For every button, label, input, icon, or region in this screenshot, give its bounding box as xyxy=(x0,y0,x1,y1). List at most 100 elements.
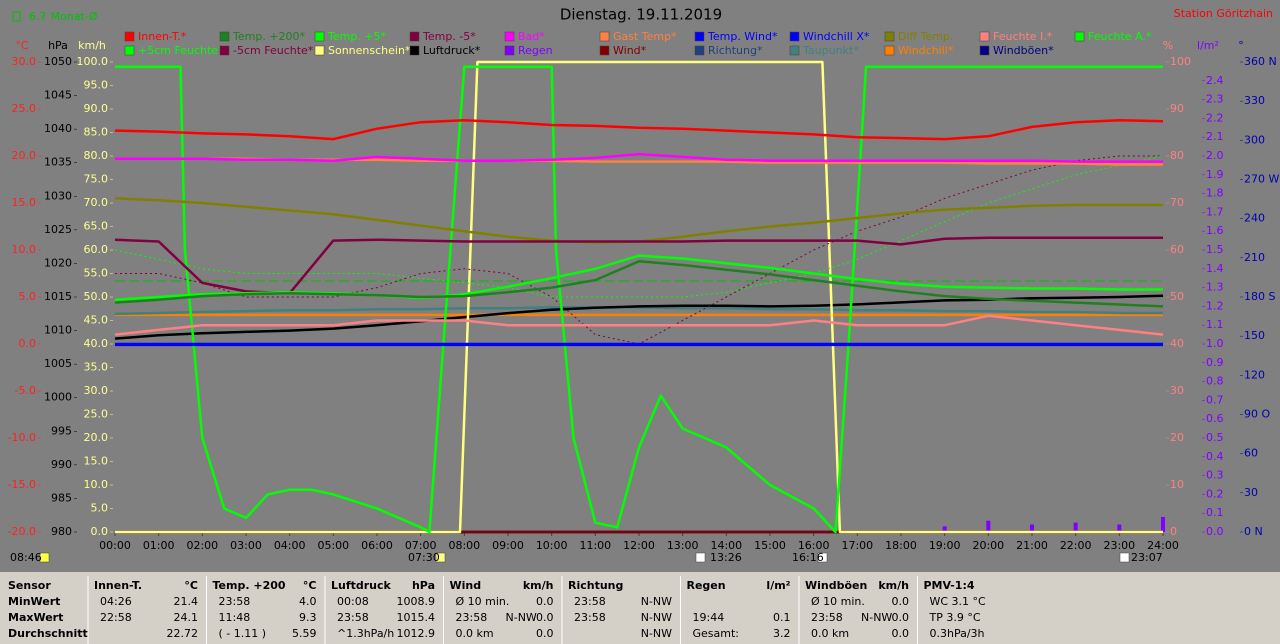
legend-swatch xyxy=(979,31,990,42)
y-tick-label: 80.0 xyxy=(84,149,109,162)
axis-unit: % xyxy=(1163,39,1173,52)
cell-right: 0.0 xyxy=(536,611,554,624)
legend-label: Regen xyxy=(518,44,553,57)
y-tick-label: 1025 xyxy=(44,223,72,236)
legend-swatch xyxy=(884,45,895,56)
series-line xyxy=(114,260,1164,308)
cell-left: 0.0 km xyxy=(811,627,849,640)
y-tick-label: 0.8 xyxy=(1206,375,1224,388)
cell-right: 1008.9 xyxy=(397,595,436,608)
time-marker-label: 07:30 xyxy=(408,551,440,564)
x-tick-label: 11:00 xyxy=(579,539,611,552)
y-tick-label: 1045 xyxy=(44,89,72,102)
series-line xyxy=(115,60,1163,534)
row-label: MinWert xyxy=(8,595,60,608)
y-tick-label: 2.0 xyxy=(1206,149,1224,162)
y-tick-label: 1.1 xyxy=(1206,318,1224,331)
y-tick-label: 0.4 xyxy=(1206,450,1224,463)
time-marker-label: 23:07 xyxy=(1131,551,1163,564)
column-unit: km/h xyxy=(878,579,909,592)
y-tick-label: 65.0 xyxy=(84,220,109,233)
cell-left: 00:08 xyxy=(337,595,369,608)
x-tick-label: 22:00 xyxy=(1060,539,1092,552)
legend-swatch xyxy=(504,31,515,42)
table-background xyxy=(0,572,1280,644)
y-tick-label: 150 xyxy=(1244,329,1265,342)
row-label: MaxWert xyxy=(8,611,63,624)
column-title: Wind xyxy=(450,579,482,592)
month-average-label: Monat-Ø xyxy=(51,10,98,23)
x-tick-label: 18:00 xyxy=(885,539,917,552)
y-tick-label: 10.0 xyxy=(12,243,37,256)
y-tick-label: 1050 xyxy=(44,55,72,68)
row-label: Durchschnitt xyxy=(8,627,88,640)
y-tick-label: 1.7 xyxy=(1206,205,1224,218)
legend-label: Richtung* xyxy=(708,44,763,57)
series-line xyxy=(114,119,1164,141)
time-marker-icon xyxy=(435,552,446,563)
y-tick-label: 240 xyxy=(1244,212,1265,225)
y-tick-label: 330 xyxy=(1244,94,1265,107)
y-tick-label: 995 xyxy=(51,424,72,437)
legend-label: Diff Temp. xyxy=(898,30,953,43)
y-tick-label: 5.0 xyxy=(91,502,109,515)
legend-swatch xyxy=(219,31,230,42)
y-tick-label: 95.0 xyxy=(84,79,109,92)
y-tick-label: 60 xyxy=(1244,447,1258,460)
y-tick-label: 90.0 xyxy=(84,102,109,115)
y-tick-label: 270 W xyxy=(1244,173,1279,186)
legend-label: Wind* xyxy=(613,44,647,57)
y-tick-label: 15.0 xyxy=(84,455,109,468)
y-tick-label: -20.0 xyxy=(8,525,36,538)
y-tick-label: 30 xyxy=(1244,486,1258,499)
y-tick-label: -5.0 xyxy=(15,384,36,397)
legend-swatch xyxy=(789,45,800,56)
x-tick-label: 05:00 xyxy=(317,539,349,552)
y-tick-label: 1020 xyxy=(44,256,72,269)
legend-label: Feuchte A.* xyxy=(1088,30,1152,43)
x-tick-label: 00:00 xyxy=(99,539,131,552)
y-tick-label: 20.0 xyxy=(12,149,37,162)
cell-right: 3.2 xyxy=(773,627,791,640)
legend-swatch xyxy=(314,45,325,56)
cell-right: N-NW xyxy=(641,611,672,624)
y-tick-label: 10 xyxy=(1170,478,1184,491)
rain-bar xyxy=(986,520,991,532)
y-tick-label: 2.3 xyxy=(1206,93,1224,106)
cell-left: 23:58 xyxy=(337,611,369,624)
cell-middle: N-NW xyxy=(861,611,892,624)
legend-label: Luftdruck* xyxy=(423,44,481,57)
y-tick-label: 360 N xyxy=(1244,55,1277,68)
legend-label: +5cm Feuchte* xyxy=(138,44,224,57)
y-tick-label: 180 S xyxy=(1244,290,1275,303)
rain-bar xyxy=(1117,524,1122,532)
chart-title: Dienstag. 19.11.2019 xyxy=(560,6,722,24)
rain-bar xyxy=(942,526,947,532)
legend-label: Temp. Wind* xyxy=(707,30,778,43)
time-marker-label: 13:26 xyxy=(710,551,742,564)
x-tick-label: 06:00 xyxy=(361,539,393,552)
y-tick-label: 30.0 xyxy=(84,384,109,397)
y-tick-label: 85.0 xyxy=(84,126,109,139)
y-tick-label: 1005 xyxy=(44,357,72,370)
legend-label: Temp. -5* xyxy=(422,30,476,43)
cell-right: 1012.9 xyxy=(397,627,436,640)
cell-right: 0.0 xyxy=(536,627,554,640)
x-tick-label: 17:00 xyxy=(841,539,873,552)
month-average-value: 6.7 xyxy=(29,10,47,23)
legend-swatch xyxy=(789,31,800,42)
cell-left: 0.0 km xyxy=(456,627,494,640)
legend-swatch xyxy=(599,45,610,56)
chart-background xyxy=(0,0,1280,572)
cell-left: TP 3.9 °C xyxy=(929,611,981,624)
legend-swatch xyxy=(504,45,515,56)
y-tick-label: 1040 xyxy=(44,122,72,135)
cell-right: 0.0 xyxy=(536,595,554,608)
y-tick-label: 100 xyxy=(1170,55,1191,68)
cell-right: 9.3 xyxy=(299,611,317,624)
axis-unit: °C xyxy=(15,39,29,52)
x-tick-label: 03:00 xyxy=(230,539,262,552)
y-tick-label: 2.4 xyxy=(1206,74,1224,87)
legend-swatch xyxy=(694,31,705,42)
y-tick-label: 100.0 xyxy=(77,55,109,68)
